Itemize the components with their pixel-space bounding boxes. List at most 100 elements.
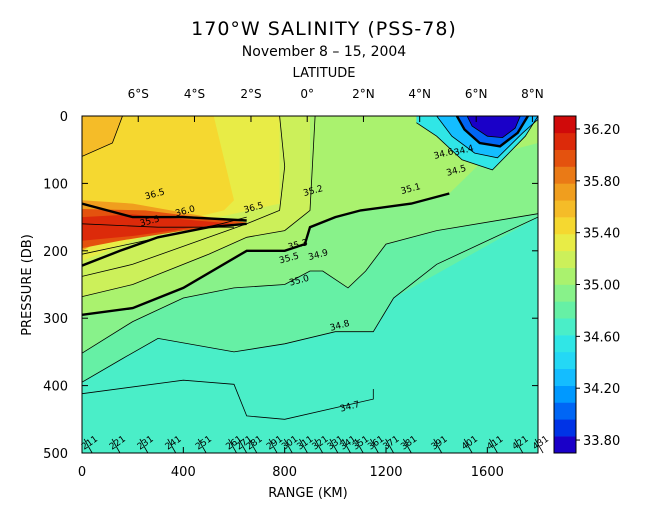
y-tick-label: 0 <box>60 110 68 125</box>
colorbar-swatch <box>554 402 576 420</box>
colorbar: 36.20 35.80 35.40 35.00 34.60 34.20 33.80 <box>553 115 620 454</box>
chart-subtitle: November 8 – 15, 2004 <box>241 44 407 60</box>
station-tick <box>433 438 443 454</box>
colorbar-tick-label: 34.60 <box>583 330 620 345</box>
station-tick <box>489 438 498 454</box>
colorbar-swatch <box>554 233 576 252</box>
salinity-fill-layer <box>82 116 538 453</box>
contour-label: 34.7 <box>339 400 361 415</box>
station-tick <box>283 438 293 454</box>
colorbar-swatch <box>554 351 576 370</box>
top-tick-label: 6°N <box>465 87 488 101</box>
top-tick-label: 2°S <box>240 87 261 101</box>
colorbar-tick-label: 35.80 <box>583 175 620 190</box>
station-tick <box>329 438 339 454</box>
x-tick-label: 1600 <box>471 465 504 480</box>
station-tick <box>197 438 207 454</box>
y-tick-label: 200 <box>43 245 68 260</box>
contour-line <box>82 216 247 255</box>
colorbar-swatch <box>554 301 576 319</box>
contour-label: 35.1 <box>400 182 422 197</box>
colorbar-swatch <box>554 385 576 403</box>
colorbar-tick-label: 35.00 <box>583 279 620 294</box>
x-tick-label: 1200 <box>369 465 402 480</box>
contour-line-layer <box>82 116 538 420</box>
colorbar-swatch <box>554 149 576 167</box>
x-axis-label: RANGE (KM) <box>268 486 347 501</box>
contour-line <box>82 216 538 383</box>
salinity-region <box>82 116 123 157</box>
contour-label: 36.5 <box>144 188 166 203</box>
y-tick-label: 500 <box>43 447 68 462</box>
top-tick-label: 8°N <box>521 87 544 101</box>
colorbar-swatch <box>554 217 576 235</box>
colorbar-swatch <box>554 335 576 353</box>
contour-line <box>82 192 450 316</box>
y-axis-label: PRESSURE (DB) <box>20 234 35 336</box>
contour-line <box>436 116 538 159</box>
contour-line <box>82 116 286 277</box>
colorbar-swatch <box>554 250 576 268</box>
contour-line <box>416 116 538 171</box>
colorbar-swatch <box>554 284 576 302</box>
station-tick <box>248 438 258 454</box>
axes-layer: 0 400 800 1200 1600 0 100 200 300 400 500 6°S 4°S 2°S… <box>43 87 544 480</box>
station-tick <box>238 438 248 454</box>
colorbar-swatch <box>554 368 576 386</box>
contour-line <box>82 213 538 354</box>
station-tick <box>167 438 177 454</box>
station-tick <box>402 438 412 454</box>
station-tick <box>228 438 237 454</box>
colorbar-swatch <box>554 132 576 150</box>
colorbar-swatch <box>554 318 576 336</box>
contour-label: 35.3 <box>287 238 309 253</box>
contour-line <box>82 222 247 267</box>
contour-line <box>82 379 374 420</box>
contour-line <box>82 116 123 157</box>
colorbar-swatch <box>554 267 576 285</box>
colorbar-swatch <box>554 166 576 184</box>
colorbar-swatch <box>554 183 576 201</box>
x-tick-label: 800 <box>272 465 297 480</box>
station-tick <box>342 438 351 454</box>
salinity-region <box>467 116 521 138</box>
station-tick <box>139 438 149 454</box>
plot-frame <box>81 115 539 454</box>
colorbar-swatch <box>554 436 576 454</box>
top-tick-label: 2°N <box>352 87 375 101</box>
station-tick <box>463 438 473 454</box>
top-axis-label: LATITUDE <box>292 66 356 81</box>
x-tick-label: 0 <box>78 465 86 480</box>
contour-line <box>455 116 529 148</box>
contour-label: 34.5 <box>445 164 467 179</box>
contour-line <box>466 116 521 139</box>
contour-line <box>82 223 234 228</box>
contour-line <box>82 116 316 297</box>
x-tick-label: 400 <box>171 465 196 480</box>
colorbar-tick-label: 34.20 <box>583 382 620 397</box>
station-tick <box>385 438 394 454</box>
colorbar-swatch <box>554 200 576 218</box>
colorbar-tick-label: 35.40 <box>583 227 620 242</box>
station-tick <box>514 438 524 454</box>
top-tick-label: 4°N <box>408 87 431 101</box>
station-tick <box>534 438 544 454</box>
station-tick <box>299 438 308 454</box>
salinity-region <box>82 284 538 453</box>
station-tick <box>268 438 278 454</box>
colorbar-tick-label: 33.80 <box>583 434 620 449</box>
station-tick <box>354 438 364 454</box>
chart-title: 170°W SALINITY (PSS-78) <box>191 18 457 40</box>
top-tick-label: 6°S <box>128 87 149 101</box>
y-tick-label: 100 <box>43 177 68 192</box>
station-tick <box>111 438 121 454</box>
y-tick-label: 300 <box>43 312 68 327</box>
station-tick <box>83 438 93 454</box>
contour-label: 35.5 <box>278 252 300 267</box>
contour-label-layer: 36.536.035.536.535.535.335.2 35.135.034.9… <box>139 144 475 415</box>
colorbar-swatch <box>554 419 576 437</box>
top-tick-label: 4°S <box>184 87 205 101</box>
station-tick <box>314 438 324 454</box>
y-tick-label: 400 <box>43 380 68 395</box>
